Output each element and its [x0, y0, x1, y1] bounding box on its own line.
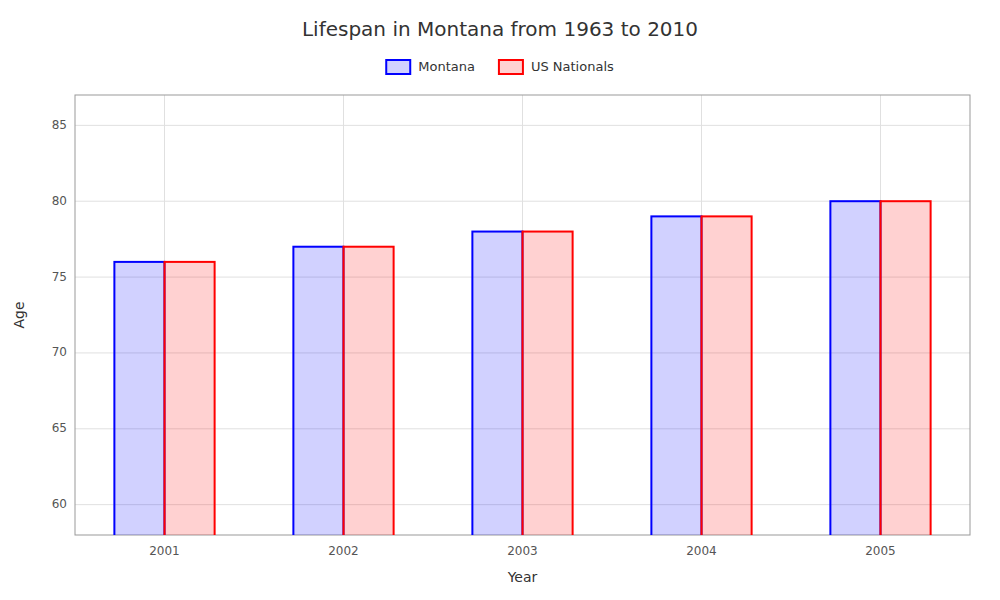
bar: [344, 247, 394, 535]
legend-item: US Nationals: [499, 59, 614, 75]
legend-swatch: [386, 60, 410, 74]
bar: [830, 201, 880, 535]
legend-swatch: [499, 60, 523, 74]
x-axis-label: Year: [507, 569, 538, 585]
legend: Montana US Nationals: [386, 59, 614, 75]
bar: [165, 262, 215, 535]
chart-container: 60 65 70 75 80 85 2001 2002 2003 2004 2005 Lifespan…: [0, 0, 1000, 600]
legend-label: US Nationals: [531, 59, 614, 74]
title: Lifespan in Montana from 1963 to 2010: [302, 17, 698, 41]
x-tick-label: 2004: [686, 544, 717, 558]
x-tick-label: 2005: [865, 544, 896, 558]
bars: [114, 201, 930, 535]
bar: [881, 201, 931, 535]
legend-item: Montana: [386, 59, 475, 75]
y-tick-label: 80: [52, 194, 67, 208]
y-tick-label: 75: [52, 270, 67, 284]
bar: [702, 216, 752, 535]
x-tick-label: 2001: [149, 544, 180, 558]
y-tick-label: 85: [52, 118, 67, 132]
y-axis-label: Age: [11, 301, 27, 328]
y-tick-label: 70: [52, 345, 67, 359]
chart: 60 65 70 75 80 85 2001 2002 2003 2004 2005 Lifespan…: [0, 0, 1000, 600]
bar: [293, 247, 343, 535]
x-tick-label: 2003: [507, 544, 538, 558]
y-tick-label: 60: [52, 497, 67, 511]
legend-label: Montana: [418, 59, 475, 74]
bar: [523, 232, 573, 535]
bar: [472, 232, 522, 535]
bar: [114, 262, 164, 535]
x-tick-label: 2002: [328, 544, 359, 558]
y-tick-label: 65: [52, 421, 67, 435]
bar: [651, 216, 701, 535]
